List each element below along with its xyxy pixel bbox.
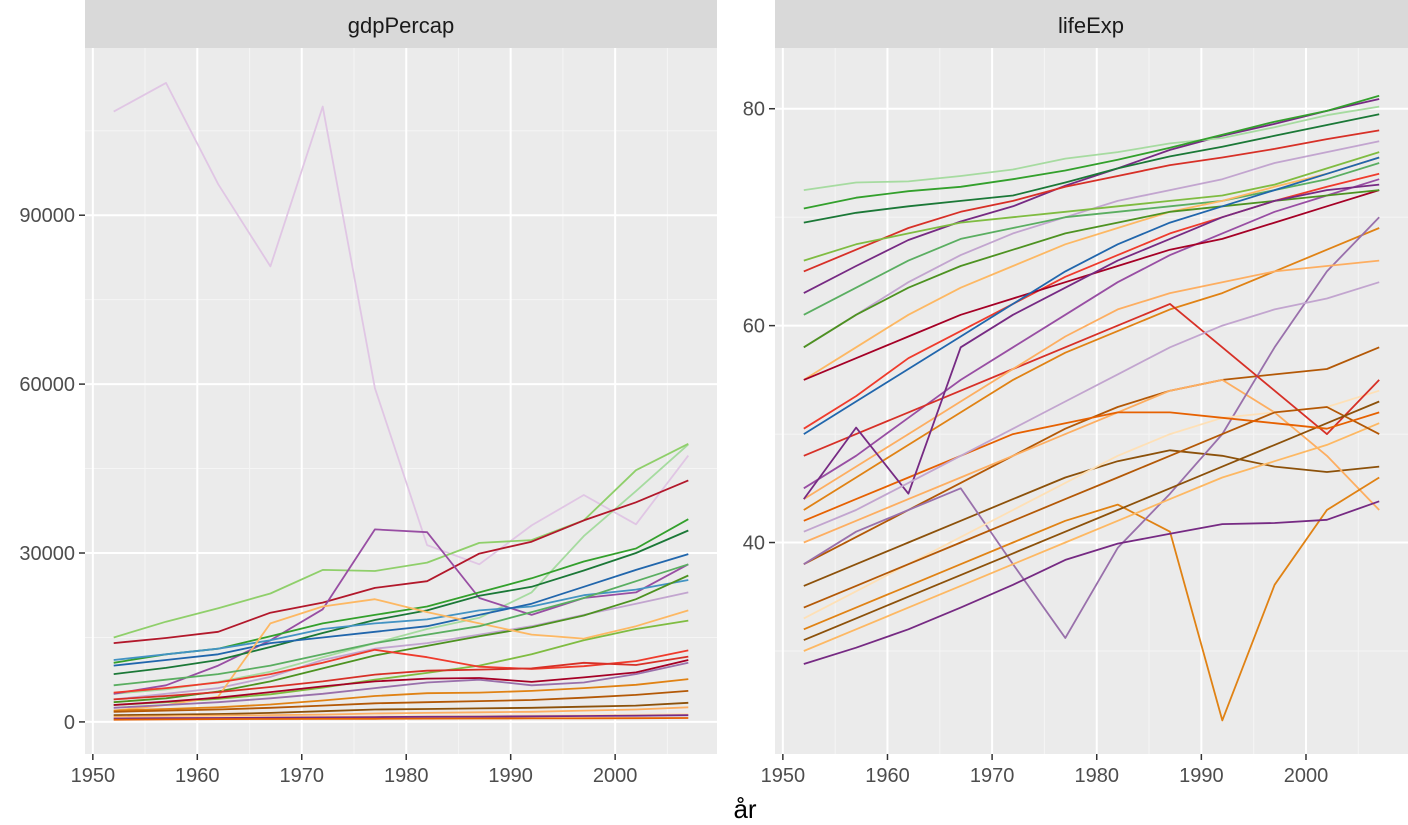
panel-background <box>85 48 717 754</box>
series-line-29 <box>803 281 1380 533</box>
series-line-25 <box>803 156 1380 435</box>
series-line-23 <box>803 400 1380 641</box>
series-line-21 <box>803 302 1380 457</box>
y-tick-label: 60000 <box>19 374 75 396</box>
x-axis-title: år <box>733 794 756 824</box>
series-line-23 <box>113 563 689 687</box>
series-line-17 <box>803 422 1380 652</box>
series-line-3 <box>113 479 689 644</box>
series-line-28 <box>803 183 1380 500</box>
x-tick-label: 1970 <box>280 765 325 787</box>
series-line-0 <box>803 98 1380 294</box>
series-line-6 <box>113 529 689 675</box>
x-tick-label: 1980 <box>384 765 429 787</box>
series-line-16 <box>113 678 689 712</box>
strip-background <box>85 0 717 48</box>
series-line-21 <box>113 714 689 720</box>
y-tick-label: 90000 <box>19 205 75 227</box>
series-line-2 <box>803 105 1380 191</box>
panel-lifeExp: lifeExp 40 60 80 1950 1960 1970 1980 1990 2000 <box>743 0 1408 787</box>
series-lines <box>803 94 1380 722</box>
series-line-15 <box>113 659 689 706</box>
series-line-8 <box>803 178 1380 490</box>
x-tick-label: 1980 <box>1074 765 1119 787</box>
series-line-17 <box>113 690 689 713</box>
grid-lines <box>85 48 717 754</box>
x-tick-label: 1990 <box>1179 765 1224 787</box>
series-line-14 <box>113 655 689 701</box>
y-tick-label: 80 <box>743 99 765 121</box>
y-axis-ticks: 0 30000 60000 90000 <box>19 205 85 734</box>
series-line-0 <box>113 82 690 566</box>
x-tick-label: 1950 <box>71 765 116 787</box>
x-tick-label: 1960 <box>175 765 220 787</box>
x-axis-ticks: 1950 1960 1970 1980 1990 2000 <box>761 754 1329 787</box>
panel-background <box>775 48 1408 754</box>
x-tick-label: 1970 <box>970 765 1015 787</box>
y-tick-label: 40 <box>743 533 765 555</box>
x-axis-ticks: 1950 1960 1970 1980 1990 2000 <box>71 754 638 787</box>
series-line-19 <box>113 706 689 718</box>
series-line-4 <box>113 528 689 695</box>
series-line-8 <box>113 553 689 667</box>
x-tick-label: 2000 <box>1284 765 1329 787</box>
series-line-24 <box>113 661 689 709</box>
y-tick-label: 60 <box>743 316 765 338</box>
series-line-22 <box>113 717 689 721</box>
series-lines <box>113 82 690 721</box>
series-line-7 <box>803 156 1380 381</box>
grid-lines <box>775 48 1408 754</box>
y-axis-ticks: 40 60 80 <box>743 99 775 555</box>
series-line-1 <box>803 113 1380 224</box>
series-line-13 <box>113 648 689 694</box>
x-tick-label: 1950 <box>761 765 806 787</box>
y-tick-label: 0 <box>64 712 75 734</box>
series-line-4 <box>803 129 1380 273</box>
x-tick-label: 2000 <box>593 765 638 787</box>
series-line-14 <box>803 476 1380 722</box>
series-line-16 <box>803 500 1380 665</box>
y-tick-label: 30000 <box>19 543 75 565</box>
x-tick-label: 1990 <box>488 765 533 787</box>
series-line-26 <box>803 151 1380 262</box>
series-line-18 <box>113 701 689 717</box>
series-line-15 <box>803 216 1380 639</box>
strip-label-lifeExp: lifeExp <box>1058 13 1124 38</box>
strip-background <box>775 0 1408 48</box>
series-line-13 <box>803 378 1380 544</box>
series-line-24 <box>803 411 1380 522</box>
x-tick-label: 1960 <box>865 765 910 787</box>
series-line-27 <box>803 259 1380 500</box>
strip-label-gdpPercap: gdpPercap <box>348 13 454 38</box>
series-line-3 <box>803 94 1380 210</box>
series-line-22 <box>803 406 1380 609</box>
series-line-10 <box>803 227 1380 511</box>
series-line-2 <box>113 442 689 639</box>
series-line-11 <box>113 619 689 706</box>
